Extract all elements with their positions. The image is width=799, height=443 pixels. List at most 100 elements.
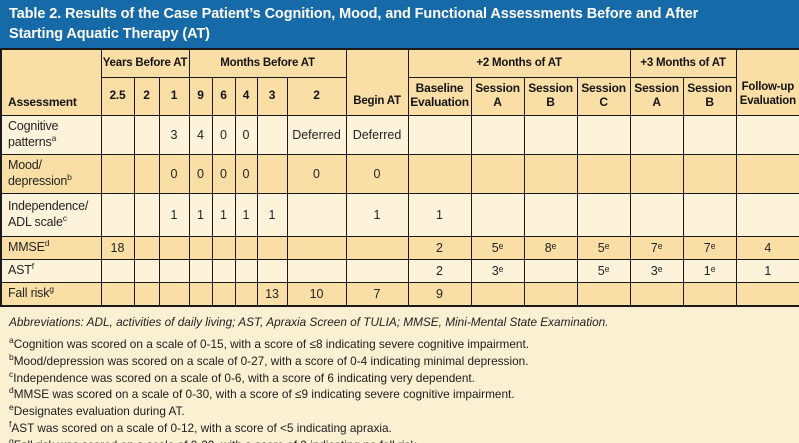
table-cell bbox=[286, 192, 347, 237]
table-cell bbox=[188, 281, 213, 307]
col-header-years-1: 1 bbox=[158, 76, 190, 116]
abbreviations-line: Abbreviations: ADL, activities of daily … bbox=[9, 315, 609, 329]
table-cell: 0 bbox=[286, 153, 347, 194]
table-cell bbox=[345, 258, 409, 283]
table-cell bbox=[100, 153, 135, 194]
table-cell bbox=[629, 281, 684, 307]
table-row-mood-depression: Mood/ depressionb 0 0 0 0 0 0 bbox=[0, 153, 799, 194]
footnote-g: gFall risk was scored on a scale of 0-22… bbox=[9, 435, 790, 443]
footnote-a: aCognition was scored on a scale of 0-15… bbox=[9, 335, 530, 351]
table-cell bbox=[735, 114, 799, 155]
table-cell bbox=[682, 153, 737, 194]
table-cell bbox=[256, 258, 288, 283]
table-cell bbox=[211, 258, 236, 283]
footnote-marker: d bbox=[9, 385, 14, 396]
table-cell bbox=[523, 114, 578, 155]
footnote-d: dMMSE was scored on a scale of 0-30, wit… bbox=[9, 385, 515, 402]
table-cell bbox=[286, 235, 347, 260]
table-cell bbox=[133, 281, 160, 307]
table-cell: 5ᵉ bbox=[470, 235, 525, 260]
table-cell: 5ᵉ bbox=[576, 258, 631, 283]
table-cell: 0 bbox=[211, 153, 236, 194]
table-cell bbox=[256, 153, 288, 194]
table-cell: 0 bbox=[234, 153, 258, 194]
table-cell: 7ᵉ bbox=[682, 235, 737, 260]
table-cell bbox=[523, 153, 578, 194]
footnote-marker: g bbox=[49, 283, 54, 294]
footnote-marker: a bbox=[51, 132, 57, 143]
table-cell bbox=[100, 258, 135, 283]
footnote-marker: a bbox=[9, 335, 14, 346]
table-cell: 1 bbox=[158, 192, 190, 237]
table-cell bbox=[158, 235, 190, 260]
begin-at-column-header: Begin AT bbox=[345, 48, 409, 116]
col-group-plus2-months-of-at: +2 Months of AT bbox=[407, 48, 631, 78]
table-cell: 3 bbox=[158, 114, 190, 155]
table-cell: 0 bbox=[211, 114, 236, 155]
table-cell: 1 bbox=[188, 192, 213, 237]
table-cell: 2 bbox=[407, 235, 472, 260]
table-cell: 5ᵉ bbox=[576, 235, 631, 260]
footnote-e: eDesignates evaluation during AT. bbox=[9, 402, 185, 418]
row-label: Independence/ ADL scalec bbox=[0, 192, 102, 237]
footnote-marker: d bbox=[44, 237, 50, 248]
table-cell: 2 bbox=[407, 258, 472, 283]
assessment-column-header: Assessment bbox=[0, 48, 102, 116]
table-cell: 10 bbox=[286, 281, 347, 307]
table-cell: 3ᵉ bbox=[629, 258, 684, 283]
table-cell bbox=[523, 281, 578, 307]
table-cell bbox=[345, 235, 409, 260]
table-cell bbox=[576, 114, 631, 155]
footnote-c: cIndependence was scored on a scale of 0… bbox=[9, 368, 475, 385]
table-cell bbox=[629, 192, 684, 237]
row-label: Cognitive patternsa bbox=[0, 114, 102, 155]
table-cell: 13 bbox=[256, 281, 288, 307]
table-cell bbox=[470, 153, 525, 194]
table-cell: 0 bbox=[188, 153, 213, 194]
table-cell: 1 bbox=[211, 192, 236, 237]
table-cell bbox=[629, 153, 684, 194]
table-cell: 9 bbox=[407, 281, 472, 307]
table-cell bbox=[470, 281, 525, 307]
footnote-marker: f bbox=[31, 260, 34, 271]
table-cell: 4 bbox=[188, 114, 213, 155]
table-cell bbox=[470, 192, 525, 237]
table-cell: Deferred bbox=[286, 114, 347, 155]
table-cell bbox=[211, 281, 236, 307]
table-cell: 0 bbox=[158, 153, 190, 194]
table-row-cognitive-patterns: Cognitive patternsa 3 4 0 0 Deferred Def… bbox=[0, 114, 799, 155]
footnote-b: bMood/depression was scored on a scale o… bbox=[9, 351, 529, 368]
row-label: MMSEd bbox=[0, 235, 102, 260]
table-cell bbox=[100, 192, 135, 237]
footnote-f: fAST was scored on a scale of 0-12, with… bbox=[9, 418, 392, 435]
table-cell: 1 bbox=[407, 192, 472, 237]
table-cell: 1 bbox=[345, 192, 409, 237]
footnote-marker: f bbox=[9, 418, 12, 429]
col-header-months-6: 6 bbox=[211, 76, 236, 116]
table-cell bbox=[735, 281, 799, 307]
footnote-marker: b bbox=[67, 171, 72, 182]
col-header-plus3-session-a: Session A bbox=[629, 76, 684, 116]
table-cell: Deferred bbox=[345, 114, 409, 155]
table-cell: 8ᵉ bbox=[523, 235, 578, 260]
table-cell bbox=[211, 235, 236, 260]
row-label: Mood/ depressionb bbox=[0, 153, 102, 194]
table-cell: 1 bbox=[735, 258, 799, 283]
table-cell bbox=[234, 235, 258, 260]
col-header-months-2: 2 bbox=[286, 76, 347, 116]
followup-evaluation-column-header: Follow-up Evaluation bbox=[735, 48, 799, 116]
col-group-years-before-at: Years Before AT bbox=[100, 48, 190, 78]
table-cell bbox=[470, 114, 525, 155]
table-row-fall-risk: Fall riskg 13 10 7 9 bbox=[0, 281, 799, 307]
table-cell: 0 bbox=[345, 153, 409, 194]
table-cell bbox=[234, 281, 258, 307]
col-header-plus3-session-b: Session B bbox=[682, 76, 737, 116]
table-cell bbox=[133, 153, 160, 194]
table-cell bbox=[158, 258, 190, 283]
table-cell bbox=[523, 258, 578, 283]
table-cell bbox=[188, 258, 213, 283]
col-header-plus2-session-b: Session B bbox=[523, 76, 578, 116]
footnote-marker: g bbox=[9, 435, 14, 443]
table-cell bbox=[158, 281, 190, 307]
